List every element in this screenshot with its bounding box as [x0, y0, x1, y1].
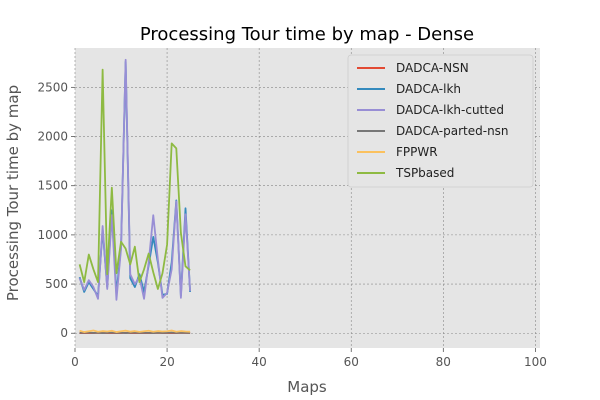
- series-line-fppwr: [79, 329, 191, 333]
- legend-label-fppwr: FPPWR: [396, 145, 438, 159]
- series-line-dadca-lkh-cutted: [78, 58, 191, 301]
- x-axis-title: Maps: [287, 378, 327, 396]
- x-tick-label: 60: [344, 355, 359, 369]
- legend-label-dadca-lkh: DADCA-lkh: [396, 82, 461, 96]
- series-line-tspbased: [78, 68, 191, 290]
- y-tick-label: 0: [60, 326, 68, 340]
- grid: [74, 48, 540, 348]
- y-tick-label: 500: [45, 277, 68, 291]
- legend-label-tspbased: TSPbased: [395, 166, 454, 180]
- x-tick-label: 40: [252, 355, 267, 369]
- x-tick-label: 0: [71, 355, 79, 369]
- y-axis-title: Processing Tour time by map: [4, 85, 22, 301]
- legend-label-dadca-nsn: DADCA-NSN: [396, 61, 469, 75]
- legend-label-dadca-parted-nsn: DADCA-parted-nsn: [396, 124, 509, 138]
- legend-box: [347, 54, 534, 188]
- series-lines: [78, 58, 191, 335]
- y-tick-label: 1500: [37, 179, 68, 193]
- y-tick-label: 1000: [37, 228, 68, 242]
- legend-label-dadca-lkh-cutted: DADCA-lkh-cutted: [396, 103, 504, 117]
- chart-title: Processing Tour time by map - Dense: [140, 24, 474, 45]
- x-tick-label: 100: [524, 355, 547, 369]
- y-tick-label: 2500: [37, 80, 68, 94]
- x-tick-label: 20: [159, 355, 174, 369]
- x-tick-label: 80: [436, 355, 451, 369]
- legend: DADCA-NSN DADCA-lkh DADCA-lkh-cutted DADCA-…: [347, 54, 534, 188]
- y-tick-label: 2000: [37, 130, 68, 144]
